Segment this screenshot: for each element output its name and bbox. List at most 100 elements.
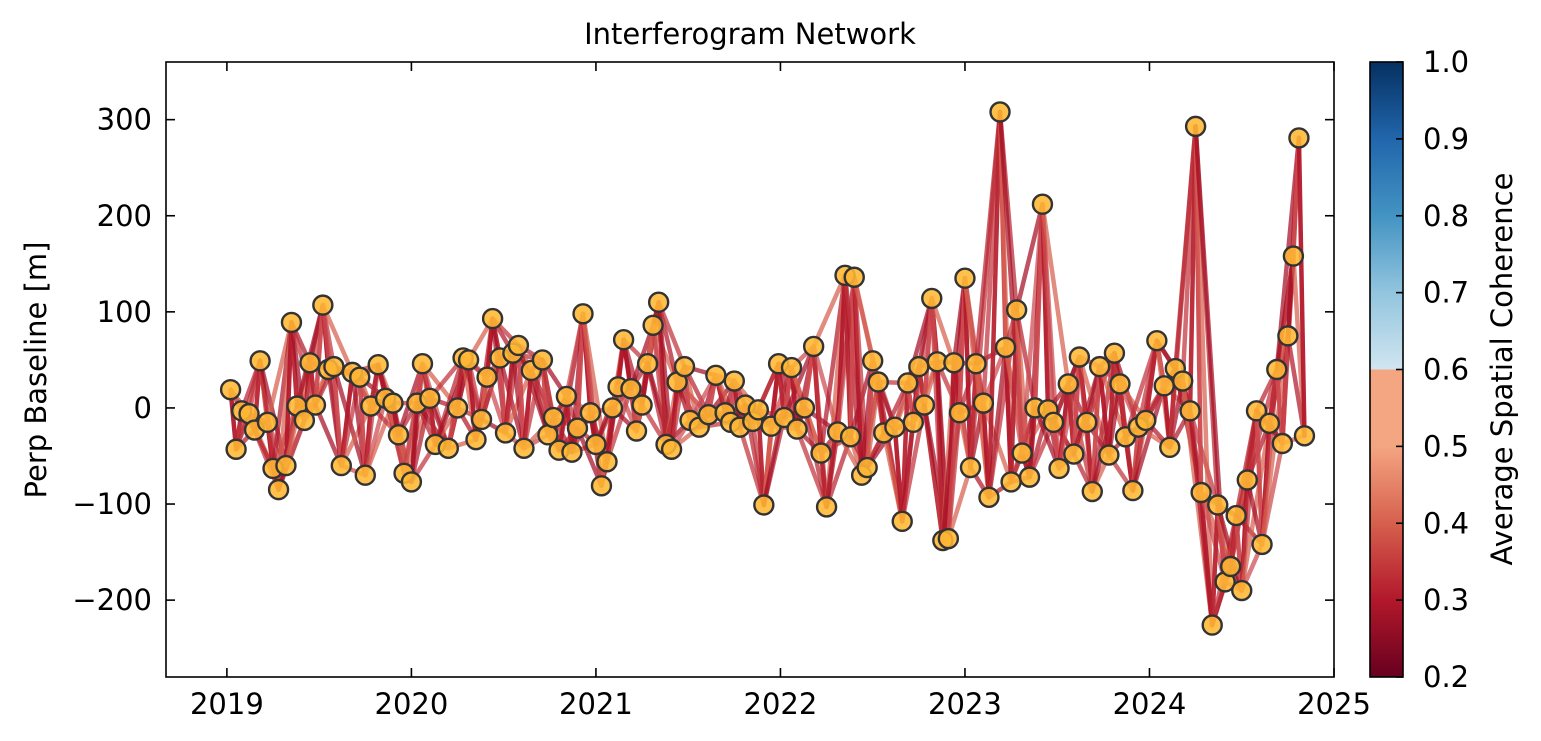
acquisition-point	[959, 456, 982, 479]
acquisition-point	[891, 510, 913, 533]
interferogram-edge	[283, 320, 294, 468]
acquisition-point	[572, 303, 594, 325]
acquisition-point	[1153, 375, 1175, 397]
acquisition-point	[954, 267, 976, 289]
acquisition-point	[913, 394, 936, 416]
acquisition-point	[382, 392, 404, 414]
chart-title: Interferogram Network	[584, 17, 916, 51]
acquisition-point	[1201, 614, 1223, 636]
acquisition-point	[978, 486, 1000, 509]
acquisition-point	[921, 287, 943, 310]
acquisition-point	[908, 355, 930, 378]
acquisition-point	[304, 394, 327, 416]
acquisition-point	[465, 428, 487, 451]
acquisition-point	[1171, 370, 1194, 392]
acquisition-point	[1225, 504, 1247, 527]
acquisition-point	[470, 408, 493, 431]
acquisition-point	[793, 397, 816, 419]
x-tick-label: 2020	[375, 687, 449, 721]
acquisition-point	[280, 311, 303, 334]
acquisition-point	[1288, 127, 1310, 149]
acquisition-point	[1031, 193, 1054, 215]
x-tick-label: 2023	[928, 687, 1002, 721]
acquisition-point	[1098, 444, 1120, 466]
acquisition-markers	[219, 101, 1316, 636]
interferogram-edge	[313, 302, 326, 408]
acquisition-point	[642, 314, 664, 336]
acquisition-point	[601, 397, 624, 419]
acquisition-point	[1103, 342, 1126, 364]
interferogram-edge	[811, 273, 848, 349]
y-tick-label: 200	[97, 199, 152, 233]
acquisition-point	[943, 352, 965, 374]
acquisition-point	[1207, 494, 1229, 516]
interferogram-edge	[1040, 201, 1071, 387]
acquisition-point	[531, 349, 554, 371]
acquisition-point	[1251, 533, 1273, 556]
acquisition-point	[1190, 481, 1212, 504]
acquisition-point	[937, 527, 960, 550]
acquisition-point	[354, 464, 376, 486]
acquisition-point	[590, 475, 613, 497]
interferogram-edge	[331, 364, 344, 468]
acquisition-point	[293, 409, 316, 432]
acquisition-point	[494, 422, 517, 444]
acquisition-point	[1135, 409, 1157, 432]
y-tick-label: 300	[97, 103, 152, 137]
acquisition-point	[843, 266, 865, 288]
acquisition-point	[747, 399, 770, 421]
acquisition-point	[596, 451, 618, 473]
interferogram-edge	[1071, 354, 1082, 457]
acquisition-point	[249, 350, 271, 372]
plot-area: 2019 2020 2021 2022 2023 2024 2025 −200 −100 0 10…	[72, 61, 1371, 721]
acquisition-point	[330, 454, 352, 477]
acquisition-point	[1258, 412, 1281, 435]
interferogram-edge	[656, 299, 687, 369]
acquisition-point	[437, 437, 460, 459]
interferogram-edge	[946, 465, 973, 541]
acquisition-point	[1018, 466, 1041, 488]
acquisition-point	[1109, 373, 1131, 395]
acquisition-point	[1063, 443, 1085, 465]
acquisition-point	[1076, 411, 1098, 434]
interferogram-edge	[781, 344, 816, 420]
acquisition-point	[312, 294, 334, 316]
acquisition-point	[1236, 469, 1258, 491]
acquisition-point	[561, 441, 583, 463]
y-axis-ticks: −200 −100 0 100 200 300	[72, 103, 1334, 617]
acquisition-point	[612, 329, 635, 351]
acquisition-point	[989, 101, 1011, 123]
acquisition-point	[815, 496, 838, 518]
interferogram-edge	[575, 311, 586, 431]
acquisition-point	[856, 456, 878, 479]
colorbar-tick-label: 0.6	[1423, 353, 1469, 387]
acquisition-point	[965, 353, 987, 375]
acquisition-point	[579, 402, 602, 424]
y-tick-label: −200	[72, 583, 152, 617]
colorbar-tick-label: 0.3	[1423, 583, 1469, 617]
acquisition-point	[1277, 325, 1299, 347]
interferogram-edge	[962, 275, 973, 470]
acquisition-point	[625, 420, 648, 442]
acquisition-point	[1068, 346, 1091, 368]
acquisition-point	[299, 352, 321, 374]
acquisition-point	[1159, 436, 1181, 459]
acquisition-point	[446, 397, 469, 419]
acquisition-point	[1179, 400, 1201, 422]
acquisition-point	[810, 442, 832, 464]
y-tick-label: −100	[72, 487, 152, 521]
acquisition-point	[1231, 579, 1253, 602]
interferogram-edge	[1209, 502, 1221, 628]
acquisition-point	[620, 378, 642, 400]
acquisition-point	[1011, 442, 1033, 464]
interferogram-edge	[516, 343, 527, 451]
acquisition-point	[585, 433, 607, 456]
acquisition-point	[387, 424, 410, 446]
interferogram-edges	[228, 109, 1307, 628]
x-tick-label: 2025	[1297, 687, 1371, 721]
acquisition-point	[897, 372, 919, 394]
interferogram-edge	[1130, 383, 1167, 493]
acquisition-point	[476, 366, 498, 388]
acquisition-point	[411, 353, 434, 375]
x-tick-label: 2019	[190, 687, 264, 721]
